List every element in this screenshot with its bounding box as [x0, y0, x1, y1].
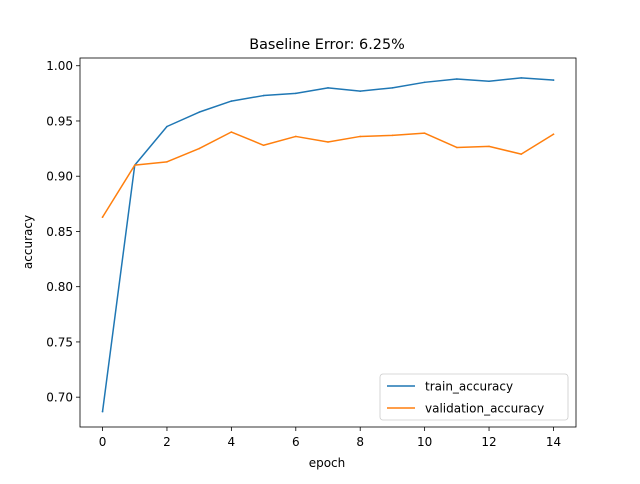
x-tick-label: 0: [99, 435, 107, 449]
y-tick-label: 0.80: [46, 280, 73, 294]
data-point-train_accuracy: [391, 87, 394, 89]
x-tick-label: 4: [228, 435, 236, 449]
plot-frame: [79, 57, 577, 428]
data-point-train_accuracy: [359, 90, 362, 92]
y-tick-label: 1.00: [46, 59, 73, 73]
data-point-train_accuracy: [423, 81, 426, 84]
legend-box: [379, 373, 569, 421]
series-layer: [101, 77, 555, 413]
x-tick-label: 6: [292, 435, 300, 449]
data-point-train_accuracy: [166, 125, 168, 128]
data-point-validation_accuracy: [552, 133, 555, 136]
data-point-validation_accuracy: [166, 161, 168, 163]
data-point-train_accuracy: [230, 100, 233, 102]
data-point-validation_accuracy: [327, 141, 329, 143]
y-axis-label: accuracy: [21, 215, 35, 269]
legend: train_accuracy validation_accuracy: [379, 373, 569, 421]
y-tick-label: 0.85: [46, 225, 73, 239]
data-point-train_accuracy: [552, 79, 555, 81]
x-tick-label: 14: [546, 435, 561, 449]
y-tick-label: 0.70: [46, 391, 73, 405]
data-point-validation_accuracy: [456, 146, 458, 149]
data-point-train_accuracy: [327, 87, 329, 89]
x-tick-label: 10: [417, 435, 432, 449]
data-point-validation_accuracy: [198, 147, 200, 150]
data-point-train_accuracy: [520, 77, 523, 79]
x-tick-label: 12: [481, 435, 496, 449]
data-point-validation_accuracy: [133, 164, 136, 166]
y-tick-label: 0.95: [46, 114, 73, 128]
data-point-train_accuracy: [198, 111, 200, 113]
data-point-validation_accuracy: [230, 131, 233, 133]
data-point-train_accuracy: [488, 80, 490, 83]
data-point-validation_accuracy: [391, 134, 394, 137]
y-tick-label: 0.75: [46, 335, 73, 349]
data-point-validation_accuracy: [262, 144, 265, 147]
legend-label: validation_accuracy: [425, 402, 544, 416]
data-point-train_accuracy: [101, 410, 104, 413]
data-point-train_accuracy: [456, 78, 458, 80]
y-tick-label: 0.90: [46, 170, 73, 184]
data-point-train_accuracy: [294, 92, 297, 95]
data-point-validation_accuracy: [488, 145, 490, 148]
x-axis-label: epoch: [309, 456, 346, 470]
chart-title: Baseline Error: 6.25%: [249, 37, 405, 53]
legend-label: train_accuracy: [425, 380, 513, 394]
data-point-validation_accuracy: [359, 135, 362, 138]
data-point-validation_accuracy: [520, 153, 523, 155]
data-point-validation_accuracy: [423, 132, 426, 134]
x-tick-label: 2: [163, 435, 171, 449]
x-axis: 0 2 4 6 8 10 12 14: [99, 427, 561, 449]
x-tick-label: 8: [356, 435, 364, 449]
y-axis: 0.70 0.75 0.80 0.85 0.90 0.95 1.00: [46, 59, 80, 405]
data-point-validation_accuracy: [294, 135, 297, 138]
data-point-validation_accuracy: [101, 216, 104, 218]
data-point-train_accuracy: [262, 94, 265, 97]
